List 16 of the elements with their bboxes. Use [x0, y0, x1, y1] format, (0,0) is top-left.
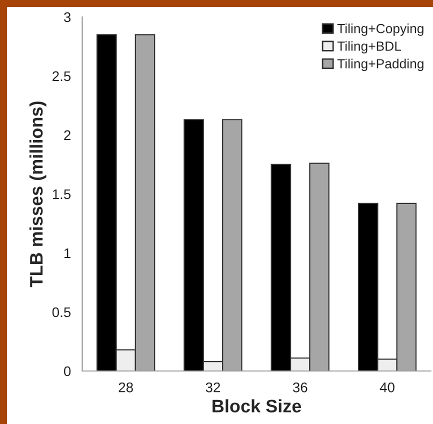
x-tick-label: 40: [380, 382, 394, 392]
x-tick-label: 28: [118, 382, 133, 392]
y-tick-label: 2: [64, 130, 70, 140]
x-tick-label: 32: [206, 382, 220, 392]
x-tick-label: 36: [292, 382, 308, 392]
y-tick-label: 0: [64, 366, 71, 376]
legend-label: Tiling+BDL: [337, 41, 402, 54]
y-axis-title: TLB misses (millions): [29, 102, 46, 288]
y-tick-label: 0.5: [52, 307, 71, 318]
y-tick-label: 1: [64, 248, 70, 258]
y-tick-label: 3: [64, 12, 71, 22]
legend-label: Tiling+Padding: [337, 58, 424, 72]
y-tick-label: 1.5: [52, 189, 71, 200]
legend-label: Tiling+Copying: [337, 24, 424, 36]
x-axis-title: Block Size: [212, 399, 302, 412]
y-tick-label: 2.5: [52, 71, 71, 82]
